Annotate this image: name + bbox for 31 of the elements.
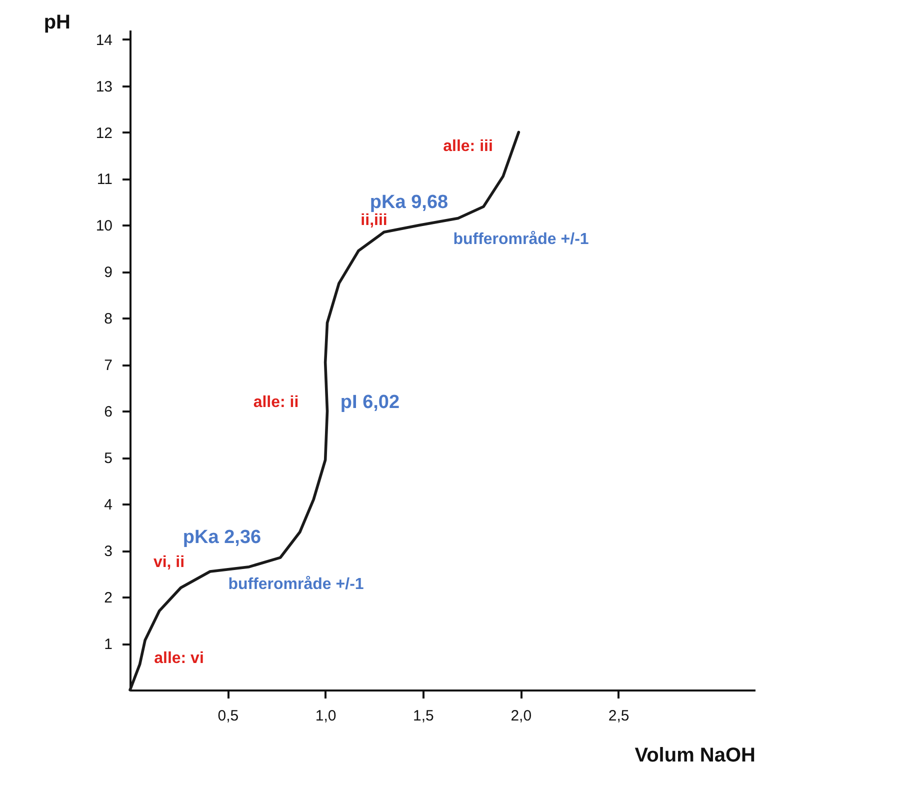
x-tick-label: 0,5 (218, 708, 239, 724)
y-tick-label: 13 (96, 78, 112, 96)
y-tick-label: 2 (104, 590, 112, 607)
y-tick-label: 6 (104, 404, 112, 421)
y-tick-label: 11 (96, 171, 112, 188)
annotation: alle: iii (443, 138, 493, 155)
x-tick-label: 1,0 (315, 708, 336, 724)
x-tick-label: 2,5 (608, 708, 630, 724)
y-tick-label: 10 (96, 218, 112, 235)
annotation: alle: vi (154, 650, 204, 667)
x-tick-label: 1,5 (413, 708, 434, 724)
y-tick-label: 4 (104, 496, 112, 514)
y-tick-label: 3 (104, 543, 112, 560)
y-tick-label: 7 (104, 357, 112, 374)
annotation: vi, ii (153, 554, 185, 571)
x-axis-title: Volum NaOH (634, 744, 756, 766)
annotation: bufferområde +/-1 (453, 230, 589, 248)
annotation: alle: ii (253, 394, 299, 411)
y-tick-label: 14 (96, 32, 112, 49)
y-axis-title: pH (44, 12, 70, 34)
annotation: bufferområde +/-1 (228, 575, 364, 593)
y-tick-label: 5 (104, 450, 112, 468)
annotation: pKa 9,68 (370, 192, 448, 213)
y-tick-label: 12 (96, 124, 112, 142)
annotation: pI 6,02 (340, 392, 400, 413)
annotation: ii,iii (360, 212, 388, 229)
x-tick-label: 2,0 (510, 708, 532, 724)
y-tick-label: 9 (104, 264, 112, 282)
y-tick-label: 8 (104, 310, 112, 328)
y-tick-label: 1 (104, 636, 112, 654)
annotation: pKa 2,36 (182, 527, 262, 548)
